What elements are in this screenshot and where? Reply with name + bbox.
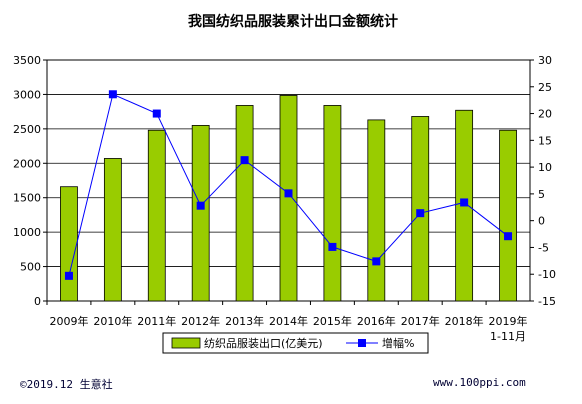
right-tick-label: 5 xyxy=(538,188,545,201)
x-tick-sublabel: 1-11月 xyxy=(490,330,526,343)
legend-box xyxy=(162,332,429,354)
left-tick-label: 2500 xyxy=(13,123,41,136)
x-tick-label: 2019年 xyxy=(489,314,528,328)
chart-title: 我国纺织品服装累计出口金额统计 xyxy=(188,13,398,30)
growth-marker xyxy=(372,257,381,266)
legend-swatch-bar xyxy=(171,337,201,349)
right-tick-label: 30 xyxy=(538,54,552,67)
line-series xyxy=(64,90,513,280)
growth-marker xyxy=(460,198,469,207)
left-axis: 0 500 1000 1500 2000 2500 3000 3500 xyxy=(13,54,47,308)
left-tick-label: 1500 xyxy=(13,192,41,205)
x-tick-label: 2010年 xyxy=(93,314,132,328)
growth-marker xyxy=(196,201,205,210)
right-tick-label: 20 xyxy=(538,108,552,121)
bar xyxy=(191,125,210,302)
x-tick-label: 2014年 xyxy=(269,314,308,328)
right-axis: -15 -10 -5 0 5 10 15 20 25 30 xyxy=(530,54,556,308)
x-tick-label: 2016年 xyxy=(357,314,396,328)
legend-swatch-marker xyxy=(358,339,366,347)
bar xyxy=(103,158,122,302)
growth-marker xyxy=(240,156,249,165)
left-tick-label: 3000 xyxy=(13,88,41,101)
right-tick-label: 0 xyxy=(538,215,545,228)
growth-marker xyxy=(416,209,425,218)
bar xyxy=(499,129,517,302)
footer-website: www.100ppi.com xyxy=(433,376,526,389)
right-tick-label: -15 xyxy=(538,295,556,308)
left-tick-label: 500 xyxy=(20,261,41,274)
right-tick-label: 10 xyxy=(538,161,552,174)
bar xyxy=(367,119,386,302)
bar xyxy=(147,129,166,302)
x-axis: 2009年 2010年 2011年 2012年 2013年 2014年 2015年 2016年… xyxy=(46,301,528,343)
right-tick-label: 15 xyxy=(538,134,552,147)
right-tick-label: -5 xyxy=(538,241,549,254)
left-tick-label: 1000 xyxy=(13,226,41,239)
x-tick-label: 2012年 xyxy=(181,314,220,328)
right-tick-label: -10 xyxy=(538,268,556,281)
growth-marker xyxy=(284,189,293,198)
growth-marker xyxy=(64,271,73,280)
x-tick-label: 2017年 xyxy=(401,314,440,328)
x-tick-label: 2015年 xyxy=(313,314,352,328)
legend-label-bar: 纺织品服装出口(亿美元) xyxy=(204,336,323,350)
legend: 纺织品服装出口(亿美元) 增幅% xyxy=(162,332,429,354)
bar xyxy=(411,116,430,302)
bar xyxy=(235,105,254,302)
x-tick-label: 2009年 xyxy=(49,314,88,328)
right-tick-label: 25 xyxy=(538,81,552,94)
left-tick-label: 0 xyxy=(34,295,41,308)
x-tick-label: 2011年 xyxy=(137,314,176,328)
footer-copyright: ©2019.12 生意社 xyxy=(20,378,113,391)
left-tick-label: 2000 xyxy=(13,157,41,170)
x-tick-label: 2013年 xyxy=(225,314,264,328)
growth-marker xyxy=(152,109,161,118)
bar-series xyxy=(60,95,517,302)
growth-marker xyxy=(108,90,117,99)
growth-marker xyxy=(328,242,337,251)
x-tick-label: 2018年 xyxy=(445,314,484,328)
left-tick-label: 3500 xyxy=(13,54,41,67)
bar xyxy=(279,95,298,302)
growth-marker xyxy=(504,232,513,241)
bar xyxy=(60,186,78,302)
bar xyxy=(323,105,342,302)
legend-label-line: 增幅% xyxy=(382,336,414,350)
